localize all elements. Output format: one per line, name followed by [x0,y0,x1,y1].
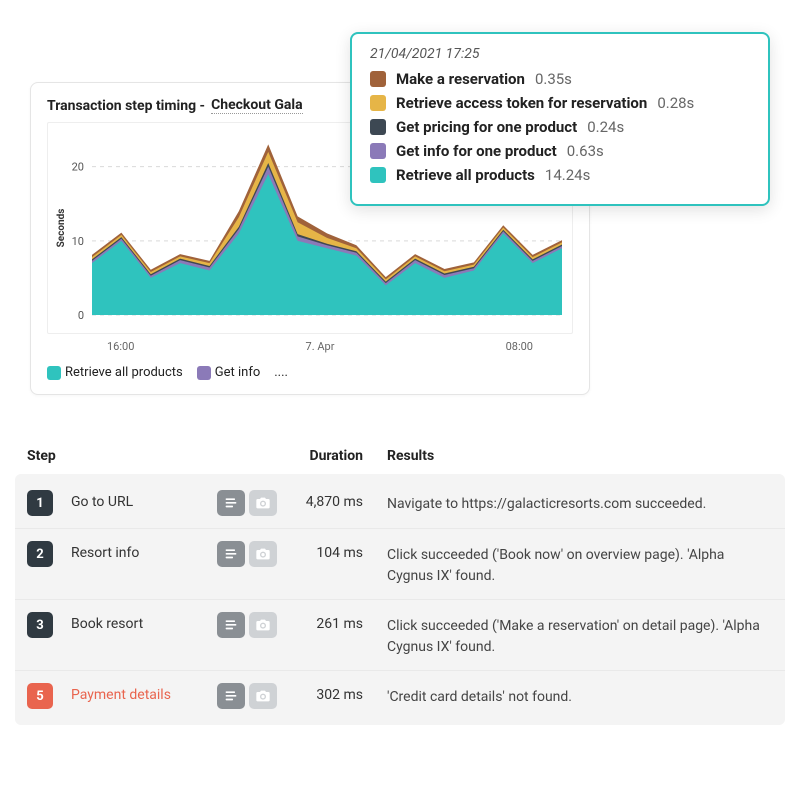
step-result: 'Credit card details' not found. [387,683,773,708]
chart-tooltip: 21/04/2021 17:25 Make a reservation 0.35… [350,32,770,206]
table-row: 2 Resort info 104 msClick succeeded ('Book… [15,528,785,599]
card-title-link[interactable]: Checkout Gala [211,97,303,114]
legend-label: Retrieve all products [65,365,183,380]
tooltip-value: 0.24s [587,118,624,136]
tooltip-value: 0.63s [567,142,604,160]
tooltip-label: Get info for one product [396,142,557,160]
tooltip-value: 0.35s [535,70,572,88]
table-row: 5 Payment details 302 ms'Credit card detai… [15,670,785,721]
header-duration: Duration [287,448,387,464]
tooltip-swatch [370,143,386,159]
step-number-badge: 1 [27,490,53,516]
log-icon[interactable] [217,683,245,709]
step-number-badge: 2 [27,541,53,567]
tooltip-swatch [370,167,386,183]
screenshot-icon[interactable] [249,490,277,516]
legend-label: Get info [215,365,261,380]
legend-more[interactable]: .... [274,365,288,380]
screenshot-icon[interactable] [249,683,277,709]
step-duration: 261 ms [287,612,387,632]
step-duration: 4,870 ms [287,490,387,510]
table-header: Step Duration Results [15,440,785,474]
legend-item[interactable]: Get info [197,365,261,380]
table-body: 1 Go to URL 4,870 msNavigate to https://ga… [15,474,785,725]
tooltip-value: 0.28s [657,94,694,112]
header-results: Results [387,448,773,464]
step-name: Go to URL [71,490,217,510]
tooltip-items: Make a reservation 0.35s Retrieve access … [370,70,750,184]
step-result: Navigate to https://galacticresorts.com … [387,490,773,515]
tooltip-value: 14.24s [545,166,590,184]
log-icon[interactable] [217,490,245,516]
tooltip-label: Retrieve access token for reservation [396,94,647,112]
tooltip-swatch [370,95,386,111]
step-name: Payment details [71,683,217,703]
card-title-prefix: Transaction step timing - [47,98,205,114]
tooltip-label: Get pricing for one product [396,118,577,136]
tooltip-row: Retrieve access token for reservation 0.… [370,94,750,112]
step-duration: 104 ms [287,541,387,561]
log-icon[interactable] [217,612,245,638]
log-icon[interactable] [217,541,245,567]
steps-table: Step Duration Results 1 Go to URL 4,870 ms… [15,440,785,725]
screenshot-icon[interactable] [249,612,277,638]
svg-text:20: 20 [72,161,84,174]
step-name: Resort info [71,541,217,561]
step-actions [217,612,287,638]
tooltip-row: Retrieve all products 14.24s [370,166,750,184]
x-axis-ticks: 16:00 7. Apr 08:00 [47,334,573,353]
step-result: Click succeeded ('Make a reservation' on… [387,612,773,658]
legend-swatch [47,366,61,380]
step-actions [217,541,287,567]
x-tick: 16:00 [107,340,134,353]
table-row: 1 Go to URL 4,870 msNavigate to https://ga… [15,478,785,528]
tooltip-row: Make a reservation 0.35s [370,70,750,88]
tooltip-label: Retrieve all products [396,166,535,184]
step-number-badge: 5 [27,683,53,709]
svg-text:0: 0 [78,309,84,321]
tooltip-timestamp: 21/04/2021 17:25 [370,46,750,62]
step-actions [217,683,287,709]
tooltip-label: Make a reservation [396,70,525,88]
step-result: Click succeeded ('Book now' on overview … [387,541,773,587]
header-step: Step [27,448,217,464]
legend-swatch [197,366,211,380]
svg-text:10: 10 [72,235,84,248]
step-actions [217,490,287,516]
tooltip-row: Get info for one product 0.63s [370,142,750,160]
step-number-badge: 3 [27,612,53,638]
tooltip-swatch [370,71,386,87]
x-tick: 08:00 [506,340,533,353]
x-tick: 7. Apr [306,340,335,353]
chart-legend: Retrieve all products Get info.... [47,365,573,380]
step-duration: 302 ms [287,683,387,703]
y-axis-label: Seconds [56,209,67,248]
table-row: 3 Book resort 261 msClick succeeded ('Make… [15,599,785,670]
screenshot-icon[interactable] [249,541,277,567]
step-name: Book resort [71,612,217,632]
legend-item[interactable]: Retrieve all products [47,365,183,380]
tooltip-swatch [370,119,386,135]
tooltip-row: Get pricing for one product 0.24s [370,118,750,136]
